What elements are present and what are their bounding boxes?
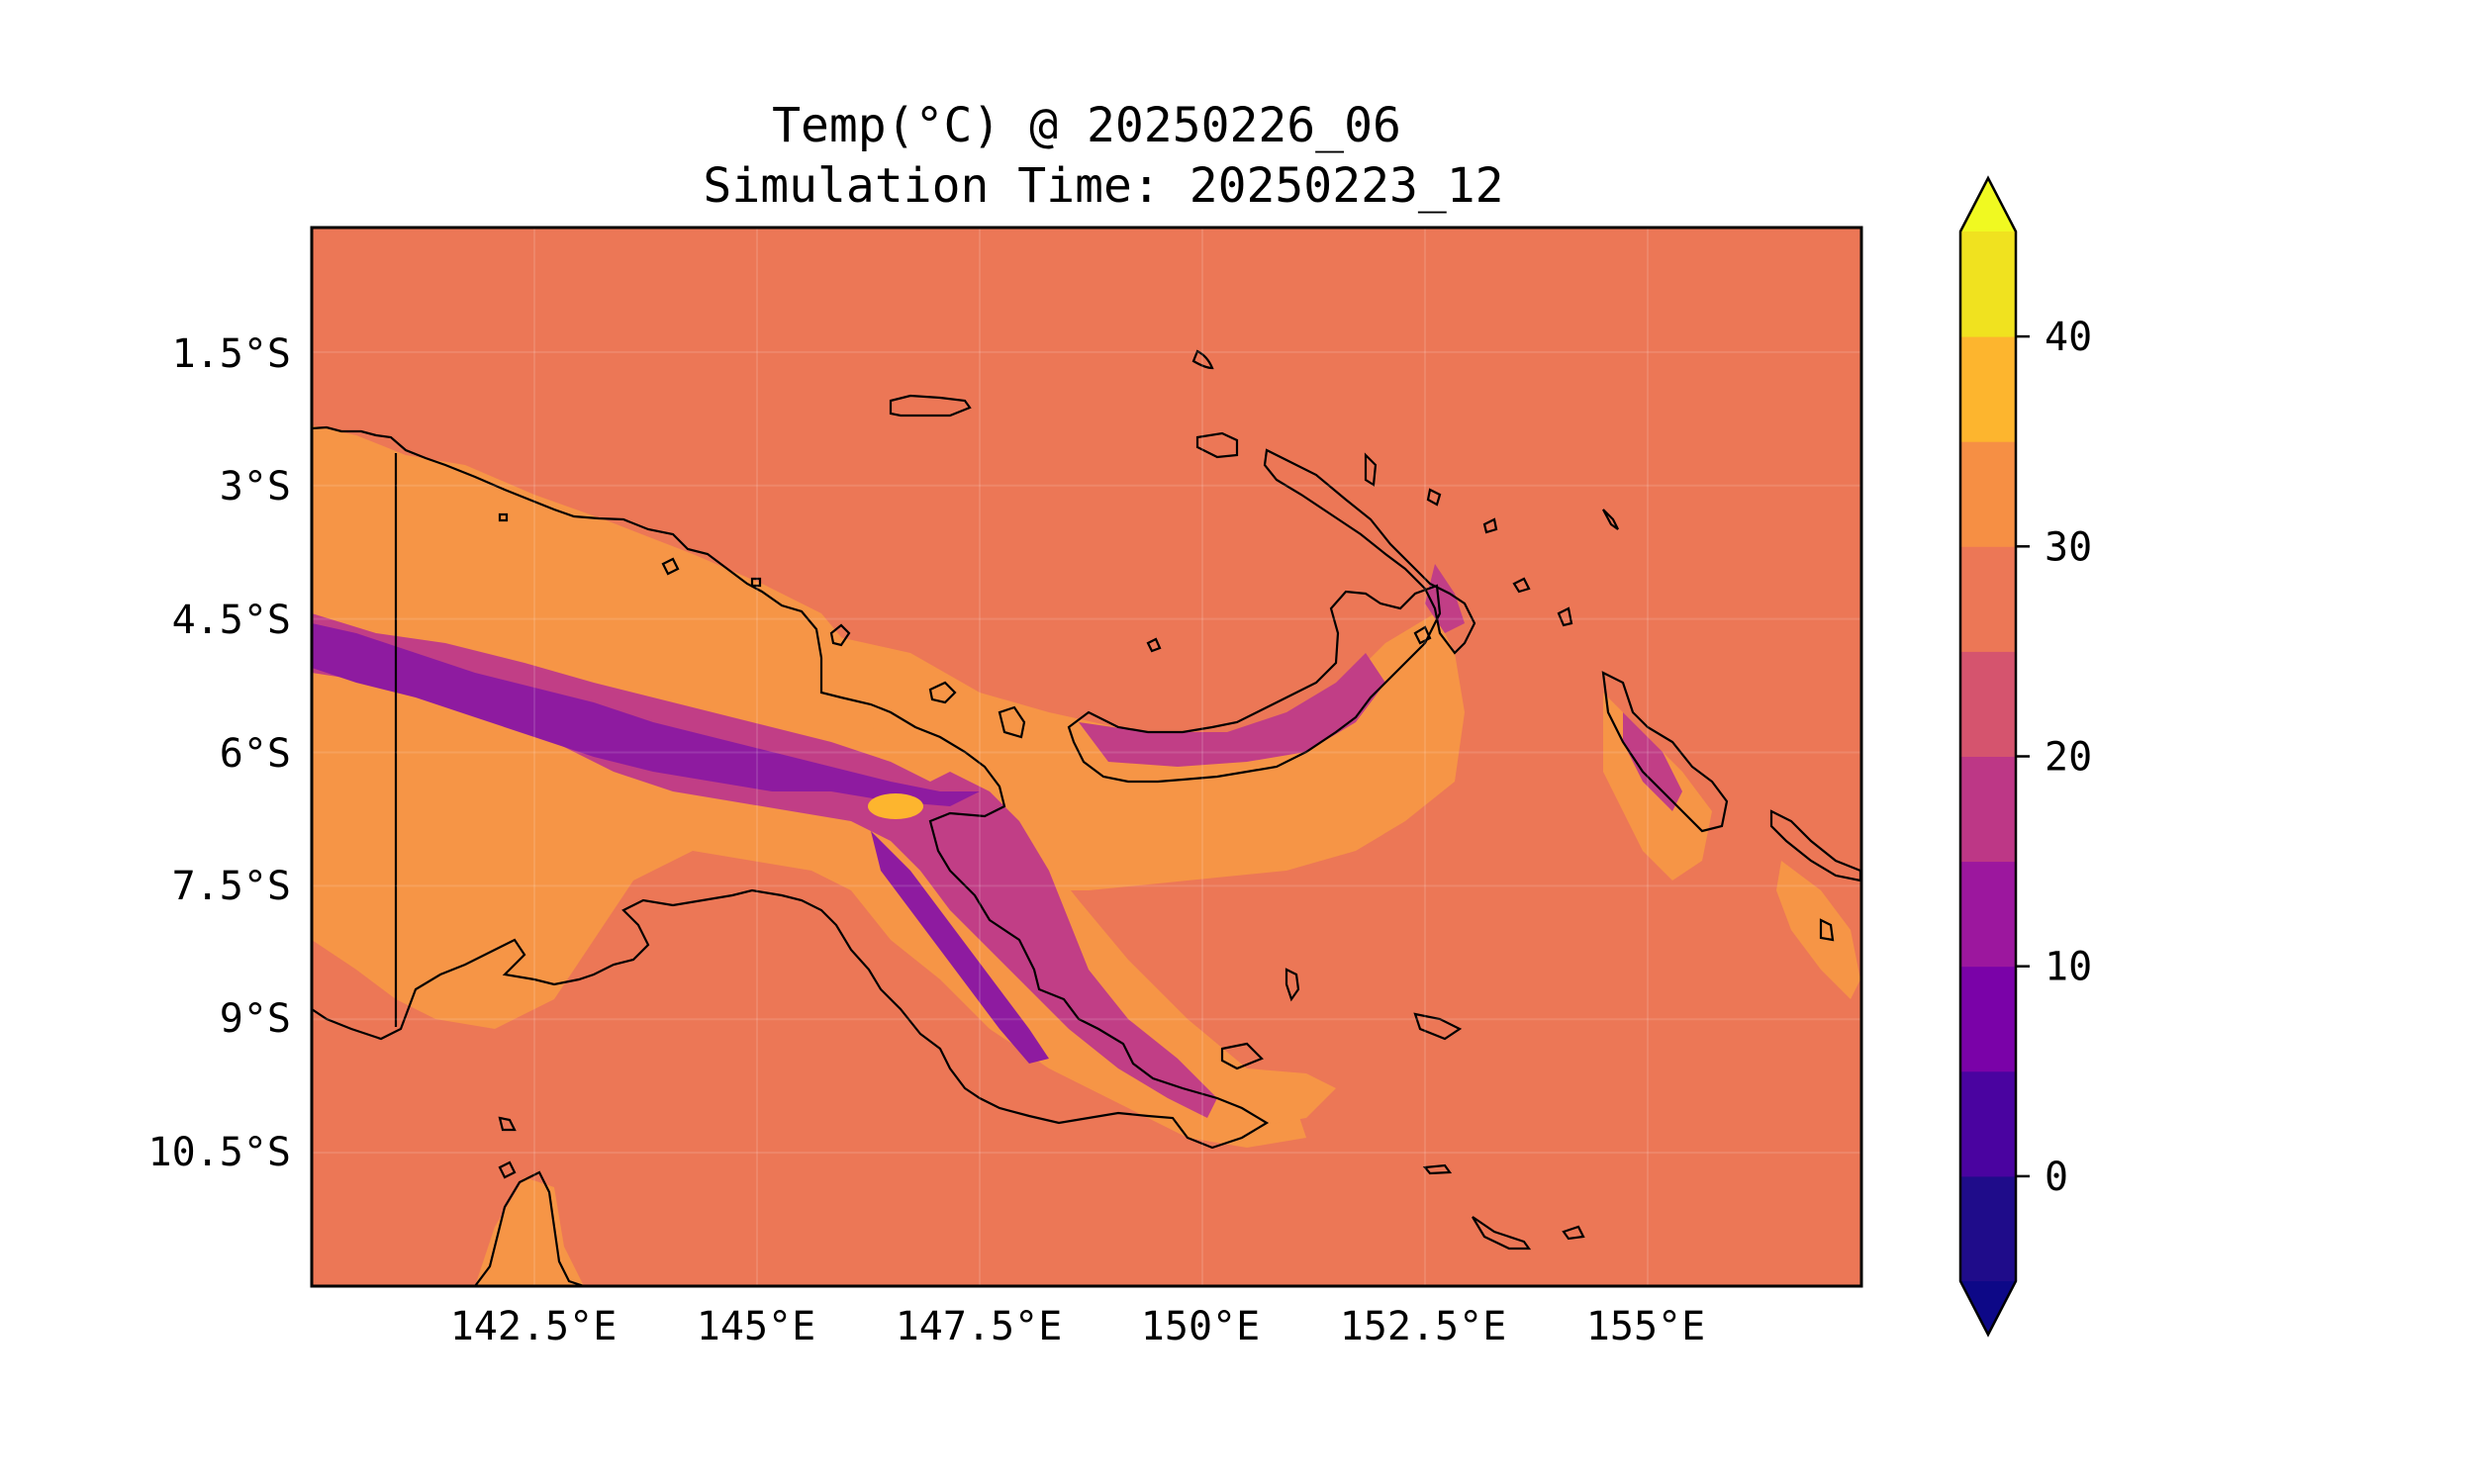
colorbar-outline — [1958, 175, 2018, 1338]
gridlines — [312, 228, 1861, 1286]
colorbar-segment — [1960, 546, 2016, 652]
lat-tick-label: 1.5°S — [172, 331, 291, 377]
lon-tick-label: 145°E — [697, 1304, 815, 1349]
colorbar-extend-max — [1960, 178, 2016, 232]
colorbar-tick-label: 20 — [2045, 735, 2092, 781]
colorbar-segment — [1960, 861, 2016, 968]
colorbar-tick-label: 30 — [2045, 524, 2092, 570]
ne-highland — [1425, 564, 1465, 633]
lat-tick-label: 3°S — [220, 464, 291, 510]
colorbar-segment — [1960, 441, 2016, 547]
colorbar-segment — [1960, 756, 2016, 863]
colorbar — [1958, 175, 2030, 1338]
lat-tick-label: 6°S — [220, 731, 291, 777]
lat-tick-label: 10.5°S — [148, 1130, 292, 1175]
lon-tick-label: 147.5°E — [896, 1304, 1063, 1349]
map-frame — [310, 226, 1863, 1288]
map-area — [312, 228, 1861, 1286]
colorbar-tick-label: 10 — [2045, 945, 2092, 990]
south-tip-warm — [1178, 1068, 1336, 1128]
hot-spot — [868, 793, 923, 819]
lat-tick-labels: 1.5°S 3°S 4.5°S 6°S 7.5°S 9°S 10.5°S — [148, 331, 292, 1175]
new-britain-highland — [1079, 653, 1385, 767]
lat-tick-label: 7.5°S — [172, 864, 291, 909]
lon-tick-label: 155°E — [1586, 1304, 1705, 1349]
lat-tick-label: 9°S — [220, 996, 291, 1042]
colorbar-extend-min — [1960, 1281, 2016, 1335]
lat-tick-label: 4.5°S — [172, 598, 291, 643]
bougainville-highland — [1623, 712, 1682, 811]
lon-tick-labels: 142.5°E 145°E 147.5°E 150°E 152.5°E 155°… — [450, 1304, 1706, 1349]
colorbar-tick-label: 40 — [2045, 315, 2092, 360]
owen-stanley-peaks — [871, 831, 1049, 1064]
solomons-warm — [1776, 861, 1860, 999]
colorbar-segment — [1960, 966, 2016, 1072]
lon-tick-label: 152.5°E — [1340, 1304, 1507, 1349]
lon-tick-label: 142.5°E — [450, 1304, 618, 1349]
map-title-line1: Temp(°C) @ 20250226_06 — [772, 98, 1401, 153]
colorbar-segment — [1960, 336, 2016, 442]
colorbar-tick-label: 0 — [2045, 1155, 2068, 1200]
lon-tick-label: 150°E — [1141, 1304, 1260, 1349]
colorbar-tick-labels: 0 10 20 30 40 — [2045, 315, 2092, 1200]
cape-york-warm — [475, 1177, 584, 1286]
colorbar-segment — [1960, 651, 2016, 757]
map-title-line2: Simulation Time: 20250223_12 — [703, 158, 1503, 214]
colorbar-segment — [1960, 1070, 2016, 1177]
highland-peaks — [312, 623, 980, 806]
colorbar-segment — [1960, 232, 2016, 337]
colorbar-segment — [1960, 1175, 2016, 1282]
